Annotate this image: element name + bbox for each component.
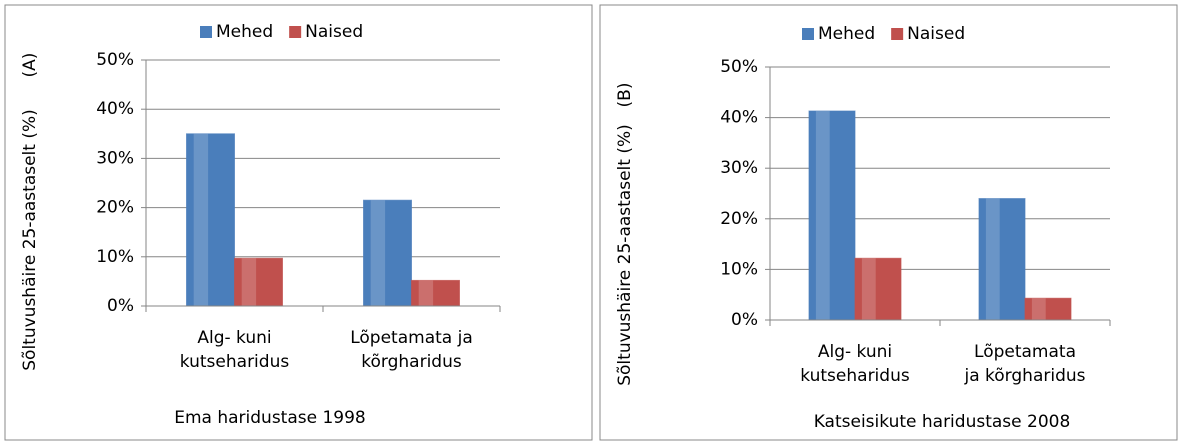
- panel-frame: [599, 4, 1178, 441]
- x-tick-label: Lõpetamata ja kõrgharidus: [964, 342, 1086, 386]
- bar: [978, 198, 1026, 321]
- bar: [411, 279, 460, 307]
- legend-swatch: [891, 28, 904, 40]
- panel-label: (B): [615, 83, 635, 108]
- y-tick-label: 40%: [720, 108, 758, 128]
- y-tick-label: 30%: [720, 158, 758, 178]
- y-axis-label: Sõltuvushäire 25-aastaselt (%): [615, 124, 635, 386]
- y-tick-label: 40%: [96, 99, 134, 119]
- y-axis-label: Sõltuvushäire 25-aastaselt (%): [20, 109, 40, 371]
- bar: [186, 133, 235, 307]
- y-tick-label: 0%: [731, 310, 758, 330]
- bar: [808, 110, 856, 321]
- y-tick-label: 50%: [96, 50, 134, 70]
- y-tick-label: 20%: [96, 198, 134, 218]
- y-tick-label: 50%: [720, 57, 758, 77]
- bar-shine: [861, 258, 876, 320]
- bar-shine: [985, 198, 1000, 320]
- x-tick-label: Alg- kuni kutseharidus: [179, 328, 290, 372]
- panel-frame: [4, 4, 593, 441]
- y-tick-label: 10%: [720, 259, 758, 279]
- legend-label: Mehed: [818, 24, 875, 44]
- x-tick-label: Alg- kuni kutseharidus: [800, 342, 910, 386]
- bar-shine: [241, 258, 257, 306]
- legend-label: Naised: [305, 22, 363, 42]
- legend-label: Mehed: [216, 22, 273, 42]
- bar-shine: [815, 111, 830, 320]
- legend-swatch: [200, 26, 212, 38]
- y-tick-label: 10%: [96, 247, 134, 267]
- x-axis-label: Ema haridustase 1998: [174, 408, 366, 428]
- y-tick-label: 30%: [96, 148, 134, 168]
- x-axis-label: Katseisikute haridustase 2008: [814, 412, 1071, 432]
- bar-shine: [1031, 298, 1046, 320]
- legend-swatch: [289, 26, 302, 38]
- bar-shine: [370, 200, 386, 306]
- x-tick-label: Lõpetamata ja kõrgharidus: [350, 328, 473, 372]
- y-tick-label: 0%: [107, 296, 134, 316]
- panel-label: (A): [20, 53, 40, 78]
- bar-shine: [418, 280, 434, 306]
- legend-label: Naised: [907, 24, 965, 44]
- bar: [854, 257, 902, 321]
- legend-swatch: [802, 28, 814, 40]
- bar-shine: [193, 133, 209, 306]
- y-tick-label: 20%: [720, 209, 758, 229]
